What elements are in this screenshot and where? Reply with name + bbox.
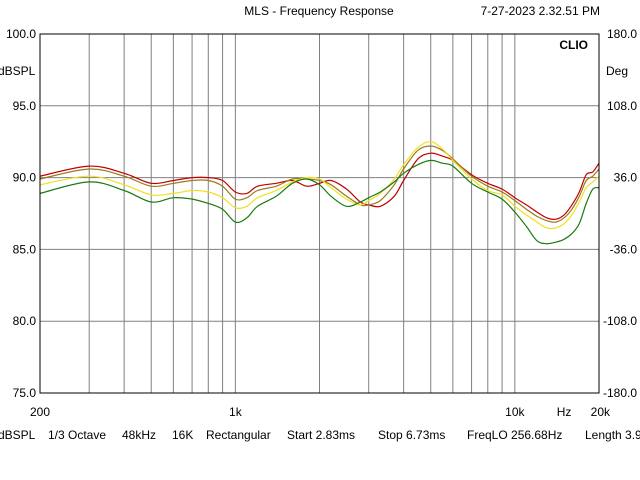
y2-tick-label: 108.0 — [607, 99, 637, 113]
footer-fft-size: 16K — [172, 428, 193, 442]
plot-frame — [39, 33, 600, 394]
x-tick-label: Hz — [557, 405, 572, 419]
y-tick-label: 75.0 — [13, 386, 37, 400]
y2-tick-label: -180.0 — [603, 386, 637, 400]
x-tick-label: 20k — [591, 405, 611, 419]
y-tick-label: 85.0 — [13, 242, 37, 256]
x-tick-label: 1k — [229, 405, 243, 419]
footer-unit: dBSPL — [0, 428, 36, 442]
y2-tick-label: 180.0 — [607, 27, 637, 41]
y2-tick-label: 36.0 — [614, 171, 638, 185]
left-axis-unit: dBSPL — [0, 64, 36, 78]
x-tick-labels: 200 1k 10k Hz 20k — [30, 405, 611, 419]
clio-brand-label: CLIO — [559, 38, 588, 52]
chart-title: MLS - Frequency Response — [244, 4, 394, 18]
timestamp: 7-27-2023 2.32.51 PM — [481, 4, 600, 18]
x-tick-label: 10k — [505, 405, 525, 419]
y-tick-label: 90.0 — [13, 171, 37, 185]
y-tick-label: 100.0 — [6, 27, 36, 41]
y2-tick-label: -108.0 — [603, 314, 637, 328]
series-curves — [39, 141, 600, 245]
footer-length: Length 3.9ms — [585, 428, 640, 442]
series-line-2 — [39, 145, 600, 223]
y2-tick-label: -36.0 — [610, 242, 638, 256]
footer-start: Start 2.83ms — [287, 428, 355, 442]
y-tick-label: 95.0 — [13, 99, 37, 113]
footer-sample-rate: 48kHz — [122, 428, 156, 442]
footer-smoothing: 1/3 Octave — [48, 428, 106, 442]
x-tick-label: 200 — [30, 405, 50, 419]
footer-freqlo: FreqLO 256.68Hz — [467, 428, 562, 442]
series-line-4 — [39, 159, 600, 245]
right-y-tick-labels: 180.0 108.0 36.0 -36.0 -108.0 -180.0 — [603, 27, 637, 400]
y-tick-label: 80.0 — [13, 314, 37, 328]
series-line-1 — [39, 152, 600, 220]
grid-lines — [40, 33, 599, 394]
right-axis-unit: Deg — [606, 64, 628, 78]
measurement-settings-bar: dBSPL 1/3 Octave 48kHz 16K Rectangular S… — [0, 428, 640, 442]
left-y-tick-labels: 100.0 95.0 90.0 85.0 80.0 75.0 — [6, 27, 36, 400]
footer-stop: Stop 6.73ms — [378, 428, 445, 442]
footer-window: Rectangular — [206, 428, 271, 442]
